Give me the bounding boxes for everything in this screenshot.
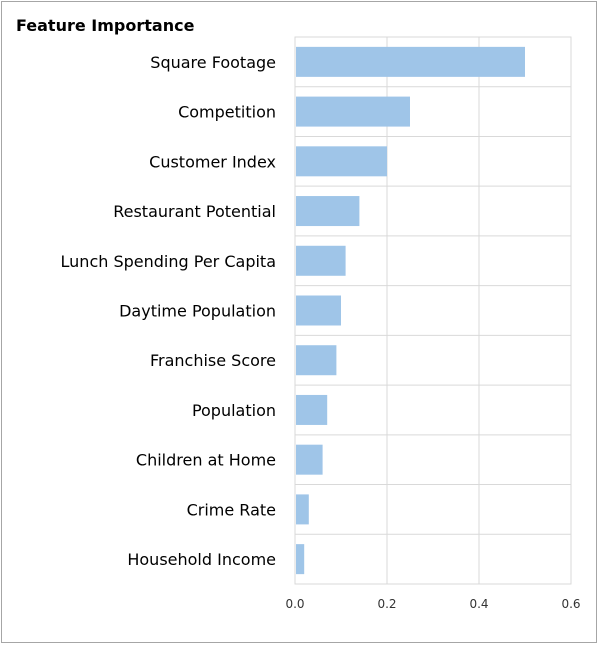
- category-label: Restaurant Potential: [113, 202, 276, 221]
- bar: [296, 444, 323, 475]
- bar: [296, 494, 309, 525]
- bar: [296, 394, 328, 425]
- x-tick-label: 0.4: [469, 597, 488, 611]
- category-label: Franchise Score: [150, 351, 276, 370]
- chart-title: Feature Importance: [16, 16, 195, 35]
- category-label: Customer Index: [149, 152, 276, 171]
- bar: [296, 245, 346, 276]
- bar: [296, 295, 341, 326]
- bar: [296, 46, 525, 77]
- bar: [296, 196, 360, 227]
- x-tick-label: 0.2: [377, 597, 396, 611]
- category-label: Household Income: [127, 550, 276, 569]
- category-label: Competition: [178, 103, 276, 122]
- bar: [296, 96, 410, 127]
- x-tick-label: 0.0: [285, 597, 304, 611]
- category-label: Lunch Spending Per Capita: [61, 252, 276, 271]
- category-label: Children at Home: [136, 451, 276, 470]
- category-label: Square Footage: [150, 53, 276, 72]
- category-label: Crime Rate: [187, 500, 276, 519]
- category-label: Population: [192, 401, 276, 420]
- bar: [296, 345, 337, 376]
- x-tick-label: 0.6: [561, 597, 580, 611]
- bar: [296, 146, 387, 177]
- bar: [296, 544, 305, 575]
- category-label: Daytime Population: [119, 302, 276, 321]
